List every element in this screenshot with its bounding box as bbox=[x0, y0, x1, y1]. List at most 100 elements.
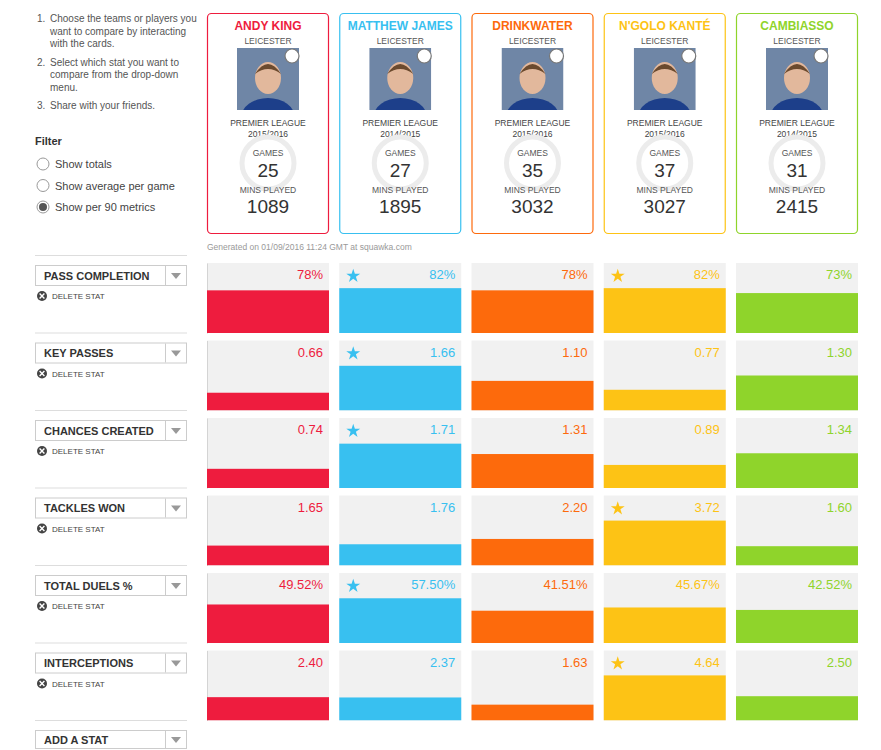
player-card[interactable]: MATTHEW JAMESLEICESTERPREMIER LEAGUE2014… bbox=[340, 14, 461, 234]
dropdown-divider[interactable] bbox=[165, 654, 166, 673]
dropdown-arrow[interactable] bbox=[171, 273, 181, 279]
instruction-text: Share with your friends. bbox=[50, 100, 155, 111]
photo-hair bbox=[784, 64, 810, 74]
delete-label[interactable]: DELETE STAT bbox=[52, 447, 105, 456]
player-photo bbox=[237, 48, 299, 110]
delete-icon-cross[interactable] bbox=[40, 681, 45, 686]
dropdown-divider[interactable] bbox=[165, 499, 166, 518]
dropdown-box[interactable] bbox=[36, 498, 187, 518]
cell-background bbox=[471, 263, 593, 333]
add-stat-label[interactable]: ADD A STAT bbox=[44, 734, 108, 746]
card-frame[interactable] bbox=[604, 14, 725, 234]
delete-stat[interactable]: DELETE STAT bbox=[37, 601, 105, 611]
delete-icon[interactable] bbox=[37, 369, 47, 379]
stat-title[interactable]: KEY PASSES bbox=[44, 347, 113, 359]
photo-head bbox=[784, 62, 810, 94]
filter-option-label[interactable]: Show average per game bbox=[55, 180, 175, 192]
filter-option[interactable]: Show totals bbox=[37, 158, 112, 170]
dropdown-box[interactable] bbox=[36, 343, 187, 363]
card-frame[interactable] bbox=[472, 14, 593, 234]
delete-stat[interactable]: DELETE STAT bbox=[37, 446, 105, 456]
delete-icon[interactable] bbox=[37, 601, 47, 611]
dropdown-divider[interactable] bbox=[165, 266, 166, 285]
stat-dropdown[interactable]: TACKLES WON bbox=[36, 498, 187, 518]
delete-icon[interactable] bbox=[37, 679, 47, 689]
delete-label[interactable]: DELETE STAT bbox=[52, 680, 105, 689]
delete-icon-cross[interactable] bbox=[40, 371, 45, 376]
add-stat[interactable]: ADD A STAT bbox=[36, 731, 187, 749]
dropdown-box[interactable] bbox=[36, 576, 187, 596]
cell-background bbox=[471, 418, 593, 488]
delete-icon-cross[interactable] bbox=[40, 526, 45, 531]
text-line: compare from the drop-down bbox=[50, 69, 178, 80]
dropdown-arrow[interactable] bbox=[171, 737, 181, 743]
delete-label[interactable]: DELETE STAT bbox=[52, 525, 105, 534]
dropdown-box[interactable] bbox=[36, 731, 187, 749]
radio-button[interactable] bbox=[37, 180, 49, 192]
dropdown-arrow[interactable] bbox=[171, 661, 181, 667]
games-label: GAMES bbox=[385, 148, 416, 158]
filter-option[interactable]: Show per 90 metrics bbox=[37, 201, 156, 213]
dropdown-divider[interactable] bbox=[165, 576, 166, 595]
dropdown-arrow[interactable] bbox=[171, 506, 181, 512]
dropdown-box[interactable] bbox=[36, 266, 187, 286]
stat-title[interactable]: INTERCEPTIONS bbox=[44, 657, 133, 669]
card-frame[interactable] bbox=[340, 14, 461, 234]
filter-option-label[interactable]: Show totals bbox=[55, 158, 112, 170]
player-card[interactable]: DRINKWATERLEICESTERPREMIER LEAGUE2015/20… bbox=[472, 14, 593, 234]
stat-title[interactable]: CHANCES CREATED bbox=[44, 425, 154, 437]
photo-shirt bbox=[638, 98, 692, 110]
delete-stat[interactable]: DELETE STAT bbox=[37, 524, 105, 534]
delete-stat[interactable]: DELETE STAT bbox=[37, 291, 105, 301]
cell-background bbox=[207, 263, 329, 333]
delete-label[interactable]: DELETE STAT bbox=[52, 602, 105, 611]
stat-dropdown[interactable]: KEY PASSES bbox=[36, 343, 187, 363]
player-card[interactable]: ANDY KINGLEICESTERPREMIER LEAGUE2015/201… bbox=[208, 14, 329, 234]
bars bbox=[207, 598, 858, 643]
delete-icon[interactable] bbox=[37, 524, 47, 534]
dropdown-arrow[interactable] bbox=[171, 351, 181, 357]
stat-dropdown[interactable]: INTERCEPTIONS bbox=[36, 653, 187, 673]
radio-button[interactable] bbox=[37, 201, 49, 213]
cell-background bbox=[604, 418, 726, 488]
delete-stat[interactable]: DELETE STAT bbox=[37, 369, 105, 379]
delete-icon-cross[interactable] bbox=[40, 604, 45, 609]
card-frame[interactable] bbox=[208, 14, 329, 234]
dropdown-arrow[interactable] bbox=[171, 583, 181, 589]
dropdown-divider[interactable] bbox=[165, 731, 166, 748]
dropdown-divider[interactable] bbox=[165, 421, 166, 440]
delete-label[interactable]: DELETE STAT bbox=[52, 370, 105, 379]
games-label: GAMES bbox=[517, 148, 548, 158]
cell-background bbox=[339, 573, 461, 643]
photo-hair bbox=[255, 64, 281, 74]
radio-selected[interactable] bbox=[39, 203, 47, 211]
filter-option[interactable]: Show average per game bbox=[37, 180, 175, 192]
bars bbox=[207, 288, 858, 333]
stat-dropdown[interactable]: TOTAL DUELS % bbox=[36, 576, 187, 596]
stat-dropdown[interactable]: PASS COMPLETION bbox=[36, 266, 187, 286]
delete-icon-cross[interactable] bbox=[40, 449, 45, 454]
radio-button[interactable] bbox=[37, 158, 49, 170]
delete-icon-cross[interactable] bbox=[40, 294, 45, 299]
filter-option-label[interactable]: Show per 90 metrics bbox=[55, 201, 156, 213]
card-frame[interactable] bbox=[736, 14, 857, 234]
delete-label[interactable]: DELETE STAT bbox=[52, 292, 105, 301]
delete-icon[interactable] bbox=[37, 446, 47, 456]
dropdown-divider[interactable] bbox=[165, 344, 166, 363]
bar bbox=[339, 288, 461, 333]
data-label: 2.50 bbox=[827, 655, 852, 670]
dropdown-arrow[interactable] bbox=[171, 428, 181, 434]
dropdown-box[interactable] bbox=[36, 653, 187, 673]
stat-dropdown[interactable]: CHANCES CREATED bbox=[36, 421, 187, 441]
player-card[interactable]: CAMBIASSOLEICESTERPREMIER LEAGUE2014/201… bbox=[736, 14, 857, 234]
player-photo bbox=[766, 48, 828, 110]
delete-stat[interactable]: DELETE STAT bbox=[37, 679, 105, 689]
stat-title[interactable]: TOTAL DUELS % bbox=[44, 580, 133, 592]
stat-title[interactable]: TACKLES WON bbox=[44, 502, 125, 514]
bar bbox=[736, 696, 858, 720]
dropdown-box[interactable] bbox=[36, 421, 187, 441]
delete-icon[interactable] bbox=[37, 291, 47, 301]
page-canvas: 1.Choose the teams or players youwant to… bbox=[0, 0, 881, 750]
stat-title[interactable]: PASS COMPLETION bbox=[44, 270, 150, 282]
player-card[interactable]: N'GOLO KANTÉLEICESTERPREMIER LEAGUE2015/… bbox=[604, 14, 725, 234]
